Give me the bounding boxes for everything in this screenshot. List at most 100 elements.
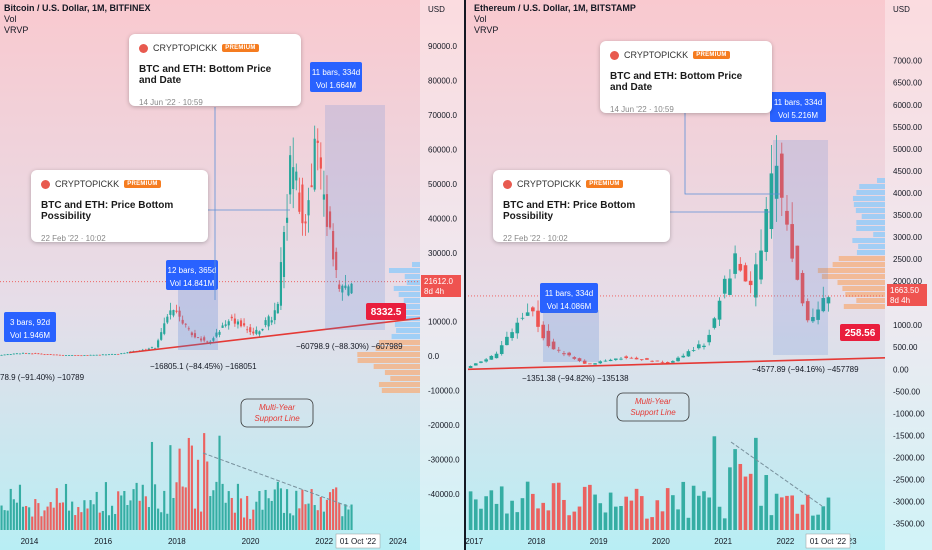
candle-body (58, 354, 61, 356)
volume-bar (733, 449, 737, 530)
y-tick-label: 50000.0 (428, 180, 457, 189)
cryptopickk-logo-icon (610, 50, 619, 60)
volume-profile-bar (403, 298, 420, 303)
candle-body (489, 355, 494, 360)
volume-bar (218, 435, 221, 530)
candle-body (25, 353, 28, 354)
candle-body (821, 298, 826, 312)
volume-bar (98, 512, 101, 530)
y-tick-label: 70000.0 (428, 111, 457, 120)
volume-bar (525, 481, 530, 530)
bottom-marker-value: 8332.5 (371, 307, 402, 318)
volume-bar (178, 448, 181, 530)
candle-body (150, 347, 154, 349)
volume-profile-bar (832, 262, 885, 267)
volume-bar (175, 482, 178, 530)
y-tick-label: -20000.0 (428, 421, 460, 430)
btc-range-rect (325, 105, 385, 330)
candle-body (49, 354, 52, 356)
eth-chart[interactable]: USD 7000.00 6500.00 6000.00 5500.00 5000.00 45… (465, 0, 932, 550)
volume-bar (536, 508, 540, 530)
volume-bar (212, 490, 215, 530)
volume-bar (52, 507, 55, 530)
bars-box-line2: Vol 1.946M (10, 331, 50, 340)
bars-box-line1: 11 bars, 334d (774, 98, 822, 107)
volume-bar (494, 503, 499, 530)
volume-bar (510, 500, 514, 530)
volume-bar (40, 516, 43, 530)
support-bubble-line2: Support Line (254, 414, 300, 423)
volume-bar (764, 475, 769, 530)
btc-card-price-bottom[interactable]: CRYPTOPICKK PREMIUM BTC and ETH: Price Bo… (31, 170, 208, 243)
volume-bar (236, 483, 240, 530)
volume-bar (101, 511, 104, 530)
volume-bar (246, 495, 249, 530)
candle-body (473, 363, 478, 366)
volume-profile-bar (859, 184, 885, 189)
volume-bar (712, 436, 717, 530)
volume-profile-bar (391, 334, 420, 339)
candle-body (301, 184, 304, 224)
candle-body (536, 310, 540, 327)
eth-card-bottom-price[interactable]: CRYPTOPICKK PREMIUM BTC and ETH: Bottom P… (600, 41, 772, 114)
candle-body (157, 340, 160, 348)
volume-bar (203, 433, 206, 530)
volume-profile-bar (858, 244, 885, 249)
volume-bar (110, 505, 114, 530)
candle-body (89, 354, 92, 356)
card-date: 14 Jun '22 · 10:59 (139, 98, 203, 107)
volume-bar (61, 502, 65, 530)
btc-bars-box-2: 12 bars, 365d Vol 14.841M (166, 260, 218, 290)
candle-body (322, 194, 325, 200)
premium-badge: PREMIUM (222, 44, 259, 52)
candle-body (629, 357, 634, 359)
volume-profile-bar (357, 358, 420, 363)
volume-bar (484, 496, 488, 530)
volume-bar (826, 497, 831, 530)
candle-body (169, 310, 172, 315)
volume-bar (28, 507, 31, 530)
price-label-sub: 8d 4h (424, 287, 444, 296)
price-label-bg (421, 275, 461, 297)
eth-card-price-bottom[interactable]: CRYPTOPICKK PREMIUM BTC and ETH: Price Bo… (493, 170, 670, 243)
volume-bar (754, 437, 758, 530)
volume-profile-bar (393, 304, 420, 309)
y-tick-label: -2500.00 (893, 476, 925, 485)
x-tick-label: 2022 (315, 537, 333, 546)
y-tick-label: 3000.00 (893, 233, 922, 242)
volume-bar (676, 509, 680, 530)
volume-bar (273, 489, 276, 530)
bars-box-bg (770, 92, 826, 122)
volume-bar (221, 483, 224, 530)
candle-body (236, 321, 240, 325)
candle-body (252, 331, 255, 334)
volume-bar (341, 516, 344, 530)
btc-vrvp-label: VRVP (4, 25, 29, 35)
candle-body (147, 348, 150, 350)
y-tick-label: 4500.00 (893, 167, 922, 176)
candle-body (86, 355, 89, 356)
candle-body (707, 334, 711, 343)
volume-profile-bar (411, 262, 420, 267)
volume-bar (821, 506, 826, 530)
volume-bar (46, 506, 49, 530)
candle-body (9, 354, 12, 356)
candle-body (551, 341, 556, 350)
btc-card-bottom-price[interactable]: CRYPTOPICKK PREMIUM BTC and ETH: Bottom P… (129, 34, 301, 107)
volume-profile-bar (843, 304, 885, 309)
volume-bar (556, 482, 561, 530)
support-bubble-outline (240, 398, 314, 428)
candle-body (546, 330, 551, 347)
support-bubble-line2: Support Line (630, 408, 676, 417)
price-label-sub: 8d 4h (890, 296, 910, 305)
volume-profile-bar (852, 196, 885, 201)
volume-profile-bar (856, 298, 885, 303)
candle-body (593, 363, 597, 365)
y-tick-label: 1000.00 (893, 321, 922, 330)
x-tick-label: 2019 (590, 537, 608, 546)
candle-body (126, 352, 129, 354)
volume-bar (209, 496, 212, 530)
volume-profile-bar (373, 364, 420, 369)
candle-body (307, 200, 310, 216)
candle-body (639, 359, 644, 361)
